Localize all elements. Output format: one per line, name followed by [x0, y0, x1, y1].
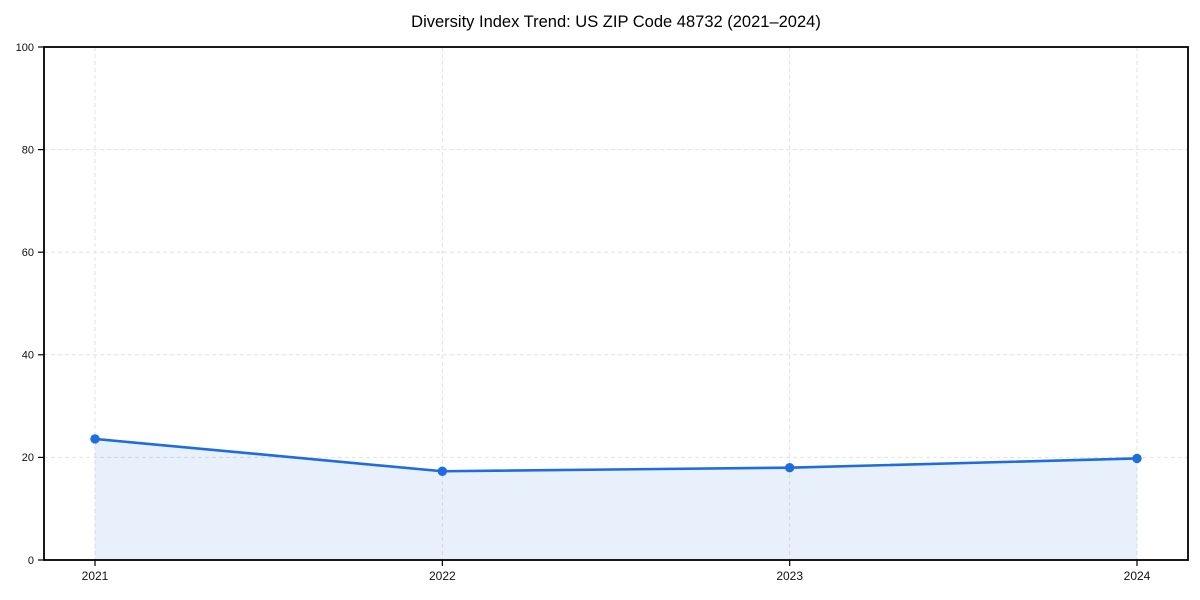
plot-border — [43, 46, 1189, 561]
trend-line — [93, 437, 1139, 473]
chart-title: Diversity Index Trend: US ZIP Code 48732… — [411, 13, 821, 31]
x-tick-label: 2022 — [429, 569, 456, 583]
y-tick-label: 20 — [22, 452, 34, 464]
x-tick-label: 2021 — [82, 569, 109, 583]
y-tick-label: 0 — [28, 555, 34, 567]
data-point-marker — [90, 434, 100, 444]
area-fill — [95, 438, 1137, 560]
x-tick-label: 2023 — [776, 569, 803, 583]
y-tick-label: 80 — [22, 144, 34, 156]
y-tick-label: 60 — [22, 247, 34, 259]
y-tick-label: 40 — [22, 350, 34, 362]
x-tick-label: 2024 — [1124, 569, 1151, 583]
y-tick-label: 100 — [16, 42, 34, 54]
data-point-marker — [1132, 453, 1142, 464]
data-point-marker — [437, 466, 448, 476]
data-point-marker — [784, 462, 795, 473]
